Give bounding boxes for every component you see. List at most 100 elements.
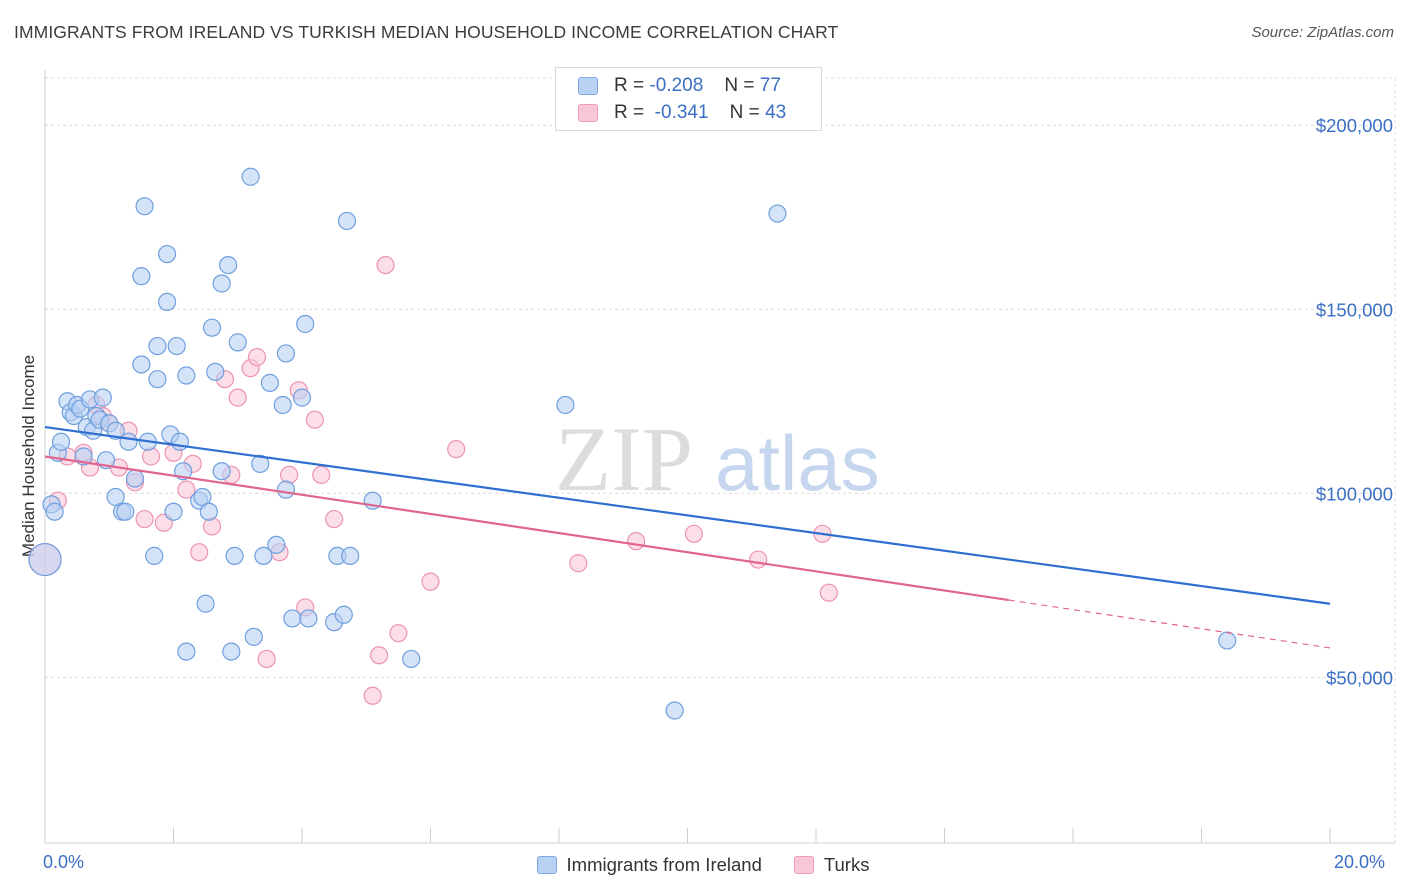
point-ireland [177,642,196,661]
legend-swatch-ireland [578,77,598,95]
y-tick-label: $200,000 [1316,115,1393,136]
point-ireland [148,370,167,389]
watermark-zip: ZIP [555,408,693,510]
point-ireland [292,388,312,407]
point-ireland [222,642,241,661]
point-ireland [202,318,222,337]
x-tick-label-max: 20.0% [1334,852,1386,872]
source-credit: Source: ZipAtlas.com [1251,24,1394,41]
point-ireland [225,546,244,565]
point-ireland [334,605,353,624]
point-turks [228,388,247,407]
point-ireland [1218,631,1237,650]
x-tick-label-min: 0.0% [43,852,85,872]
gridlines [45,77,1396,843]
y-tick-label: $150,000 [1316,299,1393,320]
legend-row-ireland: R = -0.208 N = 77 [578,73,781,99]
legend-item-turks[interactable]: Turks [793,854,870,876]
legend-swatch-ireland [536,856,557,874]
point-ireland [296,314,315,334]
legend-n-value: 43 [765,102,787,123]
point-turks [626,532,646,551]
point-ireland [157,244,177,264]
point-ireland [212,462,231,481]
point-ireland [45,502,64,521]
point-ireland [199,502,218,521]
point-ireland [337,211,357,231]
point-ireland [157,292,177,311]
point-turks [370,646,389,665]
point-ireland [28,542,62,577]
point-ireland [132,355,151,374]
point-ireland [125,469,145,488]
point-turks [569,554,588,573]
point-ireland [116,502,135,521]
legend-label-ireland: Immigrants from Ireland [566,854,762,875]
chart-title: IMMIGRANTS FROM IRELAND VS TURKISH MEDIA… [14,22,839,42]
legend-r-label: R = [614,75,645,96]
legend-row-turks: R = -0.341 N = 43 [578,100,786,126]
point-ireland [251,454,270,473]
point-ireland [164,502,183,521]
trend-line-turks [44,455,1009,602]
trend-line-turks-extrapolated [1008,599,1331,649]
point-ireland [177,366,196,385]
point-turks [141,447,161,466]
point-ireland [170,432,190,451]
point-ireland [106,421,125,440]
point-turks [305,410,324,429]
point-turks [177,480,196,499]
legend-swatch-turks [578,104,598,122]
correlation-legend: R = -0.208 N = 77 R = -0.341 N = 43 [555,67,822,131]
point-ireland [167,336,186,356]
point-ireland [206,362,225,381]
point-turks [202,517,222,536]
point-turks [363,686,382,705]
trend-line-ireland [44,425,1331,605]
point-ireland [341,546,360,565]
point-ireland [276,480,296,499]
point-ireland [93,388,112,407]
legend-item-ireland[interactable]: Immigrants from Ireland [536,854,762,876]
point-ireland [219,255,238,275]
point-ireland [402,649,421,669]
point-ireland [212,274,231,293]
point-ireland [267,535,286,554]
legend-label-turks: Turks [823,854,870,875]
point-turks [257,649,276,669]
y-tick-label: $50,000 [1326,667,1393,688]
point-ireland [276,344,296,363]
point-turks [247,348,267,367]
point-ireland [244,627,263,646]
legend-n-label: N = [724,75,755,96]
point-ireland [51,432,71,451]
legend-swatch-turks [793,856,814,874]
legend-r-label: R = [614,102,645,123]
legend-r-value: -0.208 [649,75,704,96]
series-legend: Immigrants from Ireland Turks [0,852,1406,878]
point-ireland [273,395,292,415]
point-turks [819,583,838,602]
legend-n-label: N = [729,102,760,123]
point-ireland [283,609,302,628]
point-ireland [299,609,318,628]
point-ireland [260,373,279,392]
point-ireland [254,546,273,565]
point-ireland [135,197,154,216]
watermark: ZIP atlas [555,408,880,510]
point-ireland [132,267,151,286]
point-ireland [196,594,215,613]
point-turks [280,465,299,485]
legend-r-value: -0.341 [654,102,709,123]
point-ireland [228,333,247,352]
point-ireland [119,432,138,451]
point-turks [684,524,704,543]
point-turks [312,465,331,485]
point-ireland [665,701,684,720]
point-turks [421,572,440,591]
point-ireland [556,395,575,415]
trend-lines [44,425,1331,649]
point-turks [376,255,395,275]
y-tick-labels: $50,000 $100,000 $150,000 $200,000 [1316,115,1393,688]
